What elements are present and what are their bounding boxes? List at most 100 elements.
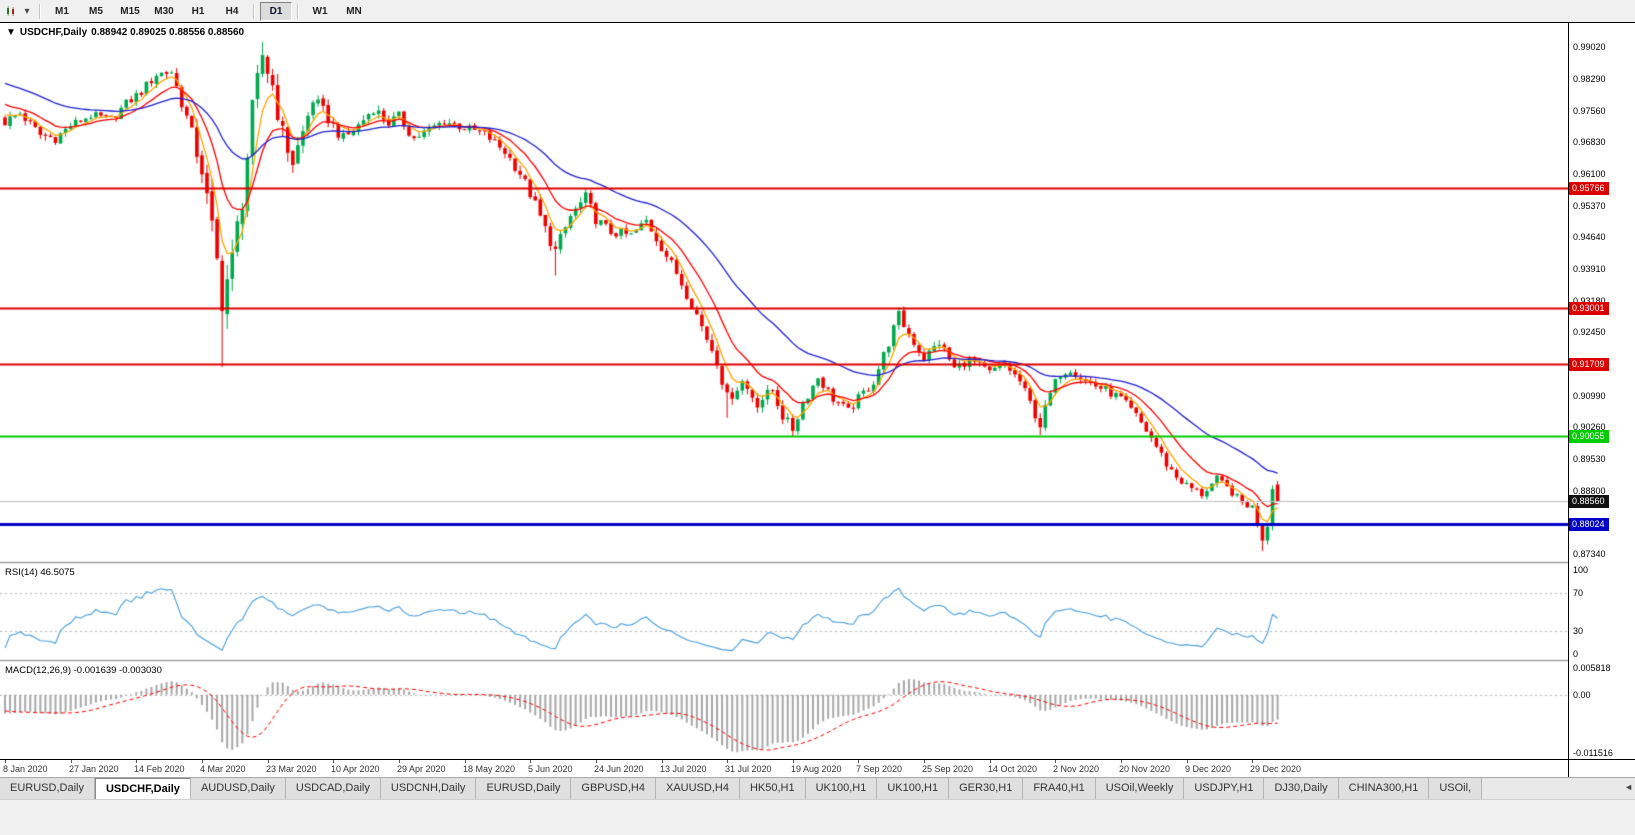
price-axis-label: 0.98290 [1573, 74, 1606, 84]
level-price-box: 0.91709 [1569, 358, 1609, 371]
macd-indicator-label: MACD(12,26,9) -0.001639 -0.003030 [5, 665, 162, 676]
date-axis-tick [71, 760, 72, 763]
price-axis-label: 0.93910 [1573, 264, 1606, 274]
tab-usdchf-daily[interactable]: USDCHF,Daily [94, 778, 191, 799]
price-axis-label: 0.97560 [1573, 106, 1606, 116]
timeframe-button-w1[interactable]: W1 [312, 5, 328, 17]
date-axis-label: 29 Apr 2020 [397, 764, 446, 774]
date-axis-tick [202, 760, 203, 763]
date-axis-label: 18 May 2020 [463, 764, 516, 774]
tab-usdcad-daily[interactable]: USDCAD,Daily [285, 778, 381, 799]
price-axis-label: 0.88800 [1573, 486, 1606, 496]
level-price-box: 0.95766 [1569, 182, 1609, 195]
chart-window-icon[interactable] [3, 3, 19, 19]
time-axis: 8 Jan 2020 27 Jan 2020 14 Feb 2020 4 Mar 20… [0, 759, 1568, 777]
date-axis-tick [530, 760, 531, 763]
level-price-box: 0.93001 [1569, 302, 1609, 315]
date-axis-tick [333, 760, 334, 763]
rsi-axis-label: 100 [1573, 565, 1589, 575]
date-axis-tick [1121, 760, 1122, 763]
dropdown-arrow-icon[interactable]: ▾ [24, 5, 30, 17]
date-axis-tick [268, 760, 269, 763]
tab-usdjpy-h1[interactable]: USDJPY,H1 [1184, 778, 1265, 799]
date-axis-label: 19 Aug 2020 [791, 764, 842, 774]
timeframe-button-m15[interactable]: M15 [120, 5, 140, 17]
toolbar-separator [39, 3, 41, 19]
date-axis-label: 2 Nov 2020 [1053, 764, 1100, 774]
date-axis-label: 27 Jan 2020 [69, 764, 119, 774]
rsi-axis-label: 30 [1573, 626, 1584, 636]
date-axis-label: 25 Sep 2020 [922, 764, 974, 774]
date-axis-tick [727, 760, 728, 763]
date-axis-label: 7 Sep 2020 [856, 764, 903, 774]
tab-scroll-left-icon[interactable]: ◄ [1624, 782, 1633, 792]
tab-fra40-h1[interactable]: FRA40,H1 [1023, 778, 1096, 799]
date-axis-tick [465, 760, 466, 763]
timeframe-button-mn[interactable]: MN [346, 5, 362, 17]
price-axis-label: 0.99020 [1573, 42, 1606, 52]
tab-eurusd-daily[interactable]: EURUSD,Daily [0, 778, 95, 799]
rsi-axis-label: 0 [1573, 649, 1579, 659]
date-axis-label: 4 Mar 2020 [200, 764, 246, 774]
price-chart-canvas[interactable] [0, 23, 1568, 759]
date-axis-tick [136, 760, 137, 763]
date-axis-label: 23 Mar 2020 [266, 764, 317, 774]
candlestick-glyph [7, 6, 14, 16]
tab-ger30-h1[interactable]: GER30,H1 [949, 778, 1024, 799]
timeframe-button-d1[interactable]: D1 [260, 1, 292, 21]
price-axis-label: 0.96830 [1573, 137, 1606, 147]
date-axis-tick [1252, 760, 1253, 763]
chart-tab-bar: EURUSD,Daily USDCHF,Daily AUDUSD,Daily USDC… [0, 777, 1635, 799]
date-axis-tick [1187, 760, 1188, 763]
date-axis-label: 8 Jan 2020 [3, 764, 48, 774]
date-axis-label: 9 Dec 2020 [1185, 764, 1232, 774]
price-axis-label: 0.90260 [1573, 422, 1606, 432]
date-axis-label: 24 Jun 2020 [594, 764, 644, 774]
price-axis-label: 0.96100 [1573, 169, 1606, 179]
level-price-box: 0.88024 [1569, 518, 1609, 531]
timeframe-button-h4[interactable]: H4 [225, 5, 239, 17]
timeframe-button-m30[interactable]: M30 [154, 5, 174, 17]
date-axis-tick [990, 760, 991, 763]
date-axis-tick [399, 760, 400, 763]
chart-window: 0.99020 0.98290 0.97560 0.96830 0.96100 0.953… [0, 22, 1635, 777]
tab-dj30-daily[interactable]: DJ30,Daily [1264, 778, 1339, 799]
tab-audusd-daily[interactable]: AUDUSD,Daily [190, 778, 286, 799]
tab-usoil[interactable]: USOil, [1429, 778, 1483, 799]
tab-usoil-weekly[interactable]: USOil,Weekly [1095, 778, 1185, 799]
tab-gbpusd-h4[interactable]: GBPUSD,H4 [571, 778, 656, 799]
timeframe-button-h1[interactable]: H1 [191, 5, 205, 17]
collapse-arrow-icon[interactable]: ▼ [6, 27, 16, 38]
bottom-filler [0, 799, 1635, 835]
date-axis-label: 5 Jun 2020 [528, 764, 573, 774]
tab-usdcnh-daily[interactable]: USDCNH,Daily [380, 778, 477, 799]
price-axis-label: 0.95370 [1573, 201, 1606, 211]
macd-axis-label: 0.00 [1573, 690, 1591, 700]
timeframe-button-m5[interactable]: M5 [89, 5, 103, 17]
price-axis-label: 0.93180 [1573, 296, 1606, 306]
date-axis-tick [793, 760, 794, 763]
tab-uk100-h1[interactable]: UK100,H1 [877, 778, 950, 799]
price-axis: 0.99020 0.98290 0.97560 0.96830 0.96100 0.953… [1568, 23, 1635, 759]
macd-axis-label: -0.011516 [1573, 748, 1613, 758]
price-axis-label: 0.89530 [1573, 454, 1606, 464]
tab-hk50-h1[interactable]: HK50,H1 [739, 778, 806, 799]
date-axis-tick [5, 760, 6, 763]
date-axis-tick [924, 760, 925, 763]
tab-uk100-h1[interactable]: UK100,H1 [805, 778, 878, 799]
timeframe-button-m1[interactable]: M1 [55, 5, 69, 17]
tab-eurusd-daily[interactable]: EURUSD,Daily [476, 778, 572, 799]
timeframe-toolbar: ▾ M1 M5 M15 M30 H1 H4 D1 W1 MN [0, 0, 1635, 22]
toolbar-separator [253, 3, 255, 19]
tab-xauusd-h4[interactable]: XAUUSD,H4 [655, 778, 740, 799]
rsi-indicator-label: RSI(14) 46.5075 [5, 567, 75, 578]
price-axis-label: 0.94640 [1573, 232, 1606, 242]
chart-ohlc-title: ▼ USDCHF,Daily 0.88942 0.89025 0.88556 0.8… [6, 27, 248, 38]
date-axis-label: 29 Dec 2020 [1250, 764, 1302, 774]
tab-china300-h1[interactable]: CHINA300,H1 [1338, 778, 1430, 799]
chart-ohlc-values: 0.88942 0.89025 0.88556 0.88560 [91, 27, 245, 38]
rsi-axis-label: 70 [1573, 588, 1584, 598]
chart-symbol-period: USDCHF,Daily [19, 27, 88, 38]
date-axis-tick [1055, 760, 1056, 763]
